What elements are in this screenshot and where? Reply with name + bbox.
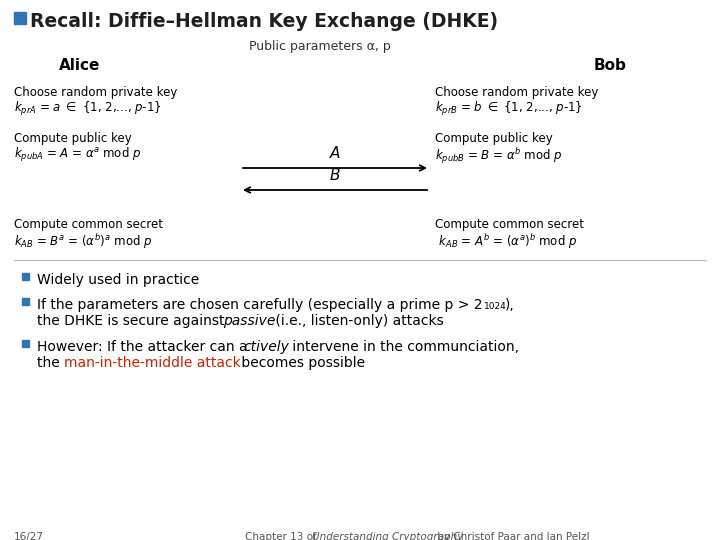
Bar [14,12,26,24]
Text: Compute public key: Compute public key [435,132,553,145]
Text: (i.e., listen-only) attacks: (i.e., listen-only) attacks [271,314,444,328]
Text: $B$: $B$ [329,167,341,183]
Text: $k_{prA}$ = $a$ $\in$ {1, 2,..., $p$-1}: $k_{prA}$ = $a$ $\in$ {1, 2,..., $p$-1} [14,100,162,118]
Text: Bob: Bob [593,58,626,73]
Text: by Christof Paar and Jan Pelzl: by Christof Paar and Jan Pelzl [434,532,590,540]
Bar [22,340,29,347]
Text: 16/27: 16/27 [14,532,44,540]
Text: passive: passive [223,314,275,328]
Text: $k_{AB}$ = $B^a$ = $(\alpha^b)^a$ mod $p$: $k_{AB}$ = $B^a$ = $(\alpha^b)^a$ mod $p… [14,232,153,251]
Text: Alice: Alice [59,58,101,73]
Text: ),: ), [505,298,515,312]
Text: Public parameters α, p: Public parameters α, p [249,40,391,53]
Text: $k_{AB}$ = $A^b$ = $(\alpha^a)^b$ mod $p$: $k_{AB}$ = $A^b$ = $(\alpha^a)^b$ mod $p… [435,232,577,251]
Text: Compute common secret: Compute common secret [435,218,584,231]
Text: If the parameters are chosen carefully (especially a prime p > 2: If the parameters are chosen carefully (… [37,298,482,312]
Text: Widely used in practice: Widely used in practice [37,273,199,287]
Text: $k_{pubA}$ = $A$ = $\alpha^a$ mod $p$: $k_{pubA}$ = $A$ = $\alpha^a$ mod $p$ [14,146,141,164]
Text: Choose random private key: Choose random private key [14,86,177,99]
Text: Compute common secret: Compute common secret [14,218,163,231]
Text: Understanding Cryptography: Understanding Cryptography [312,532,464,540]
Text: $k_{pubB}$ = $B$ = $\alpha^b$ mod $p$: $k_{pubB}$ = $B$ = $\alpha^b$ mod $p$ [435,146,562,166]
Text: Chapter 13 of: Chapter 13 of [245,532,320,540]
Text: However: If the attacker can a: However: If the attacker can a [37,340,248,354]
Text: the: the [37,356,64,370]
Text: man-in-the-middle attack: man-in-the-middle attack [64,356,240,370]
Text: Choose random private key: Choose random private key [435,86,598,99]
Text: the DHKE is secure against: the DHKE is secure against [37,314,229,328]
Text: $A$: $A$ [329,145,341,161]
Text: ctively: ctively [243,340,289,354]
Text: Compute public key: Compute public key [14,132,132,145]
Text: intervene in the communciation,: intervene in the communciation, [288,340,519,354]
Text: becomes possible: becomes possible [237,356,365,370]
Bar [22,298,29,305]
Bar [22,273,29,280]
Text: Recall: Diffie–Hellman Key Exchange (DHKE): Recall: Diffie–Hellman Key Exchange (DHK… [30,12,498,31]
Text: $k_{prB}$ = $b$ $\in$ {1, 2,..., $p$-1}: $k_{prB}$ = $b$ $\in$ {1, 2,..., $p$-1} [435,100,583,118]
Text: 1024: 1024 [484,302,507,311]
